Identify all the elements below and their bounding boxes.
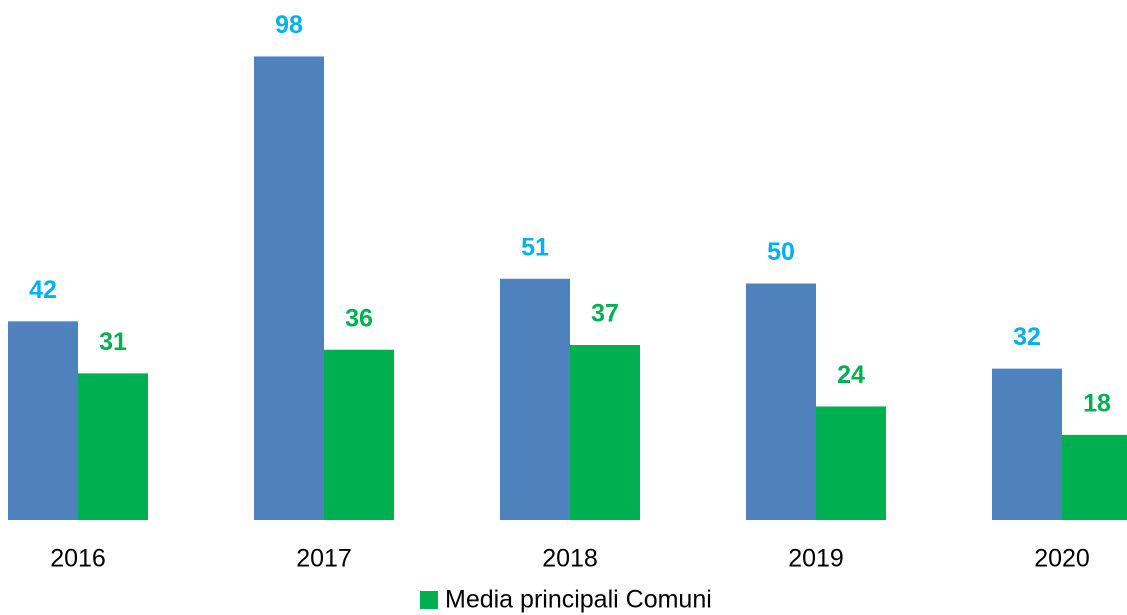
bar — [78, 373, 148, 520]
data-label: 32 — [1013, 323, 1041, 351]
bar — [1062, 434, 1127, 520]
data-label: 42 — [29, 276, 57, 304]
bar — [8, 321, 78, 520]
data-label: 36 — [345, 304, 373, 332]
bar — [254, 56, 324, 521]
legend-label: Media principali Comuni — [445, 586, 712, 614]
x-tick-label: 2016 — [50, 545, 106, 573]
x-tick-label: 2018 — [542, 545, 598, 573]
bar — [992, 368, 1062, 520]
bar — [746, 283, 816, 520]
bar — [324, 349, 394, 520]
legend-swatch — [420, 591, 438, 609]
data-label: 18 — [1083, 389, 1111, 417]
data-label: 51 — [521, 233, 549, 261]
bar — [500, 278, 570, 520]
data-label: 31 — [99, 328, 127, 356]
bar — [816, 406, 886, 520]
x-tick-label: 2017 — [296, 545, 352, 573]
data-label: 98 — [275, 11, 303, 39]
data-label: 50 — [767, 238, 795, 266]
data-label: 24 — [837, 361, 865, 389]
bar — [570, 344, 640, 520]
data-label: 37 — [591, 300, 619, 328]
x-tick-label: 2020 — [1034, 545, 1090, 573]
x-tick-label: 2019 — [788, 545, 844, 573]
